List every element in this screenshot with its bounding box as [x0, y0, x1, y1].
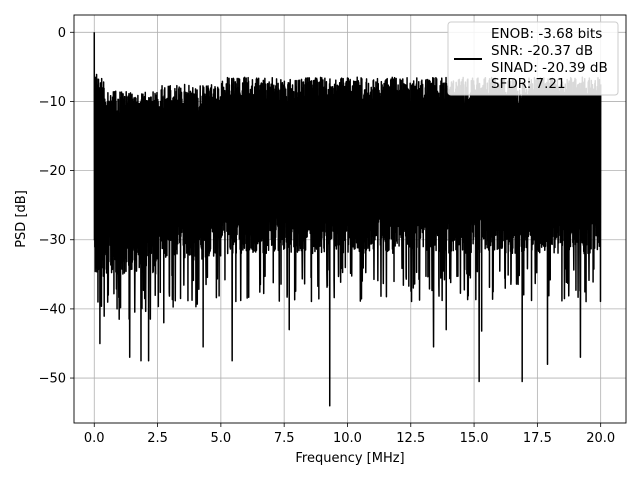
x-tick-label: 2.5: [147, 431, 168, 446]
x-tick-label: 15.0: [460, 431, 489, 446]
y-axis-ticks: 0 −10 −20 −30 −40 −50: [39, 26, 74, 387]
legend-line-sinad: SINAD: -20.39 dB: [491, 60, 608, 76]
y-tick-label: −10: [39, 95, 66, 110]
y-tick-label: −30: [39, 233, 66, 248]
y-tick-label: 0: [58, 26, 66, 41]
legend-box: [447, 21, 619, 96]
x-axis-label: Frequency [MHz]: [295, 451, 404, 466]
legend-line-sfdr: SFDR: 7.21: [491, 76, 566, 92]
x-tick-label: 12.5: [396, 431, 425, 446]
x-tick-label: 20.0: [586, 431, 615, 446]
x-tick-label: 7.5: [274, 431, 295, 446]
legend-line-enob: ENOB: -3.68 bits: [491, 26, 602, 42]
legend: ENOB: -3.68 bits SNR: -20.37 dB SINAD: -…: [447, 21, 619, 96]
y-tick-label: −50: [39, 372, 66, 387]
x-axis-ticks: 0.0 2.5 5.0 7.5 10.0 12.5 15.0 17.5 20.0: [84, 423, 615, 446]
y-tick-label: −20: [39, 164, 66, 179]
series-layer: [93, 32, 602, 407]
psd-series-line: [93, 32, 602, 407]
legend-line-snr: SNR: -20.37 dB: [491, 43, 593, 59]
x-tick-label: 17.5: [523, 431, 552, 446]
x-tick-label: 5.0: [211, 431, 232, 446]
y-axis-label: PSD [dB]: [14, 190, 29, 248]
y-tick-label: −40: [39, 302, 66, 317]
x-tick-label: 10.0: [333, 431, 362, 446]
x-tick-label: 0.0: [84, 431, 105, 446]
plot-frame: [73, 14, 627, 424]
legend-label: ENOB: -3.68 bits SNR: -20.37 dB SINAD: -…: [491, 26, 612, 92]
